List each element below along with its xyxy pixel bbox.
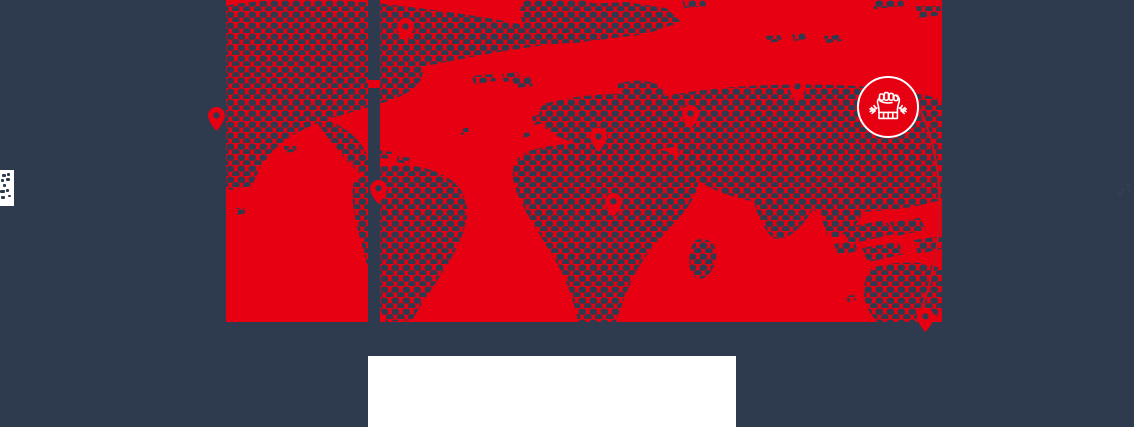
map-pin[interactable]	[788, 78, 806, 102]
map-pin[interactable]	[916, 308, 934, 332]
map-pin[interactable]	[589, 128, 607, 152]
map-divider-notch	[368, 80, 380, 88]
map-fragment-right	[1118, 182, 1134, 196]
map-fragment-left	[0, 170, 14, 206]
world-map-panel	[226, 0, 942, 322]
raised-fist-badge[interactable]	[857, 76, 919, 138]
map-pin[interactable]	[207, 107, 225, 131]
map-pin[interactable]	[681, 105, 699, 129]
map-pin[interactable]	[369, 180, 387, 204]
bottom-card-text	[368, 356, 369, 357]
bottom-content-card	[368, 356, 736, 427]
map-pin[interactable]	[396, 18, 414, 42]
raised-fist-with-wheat-icon	[869, 91, 907, 120]
map-divider-stripe	[368, 0, 380, 322]
dotted-world-map	[226, 0, 942, 322]
map-pin[interactable]	[604, 193, 622, 217]
